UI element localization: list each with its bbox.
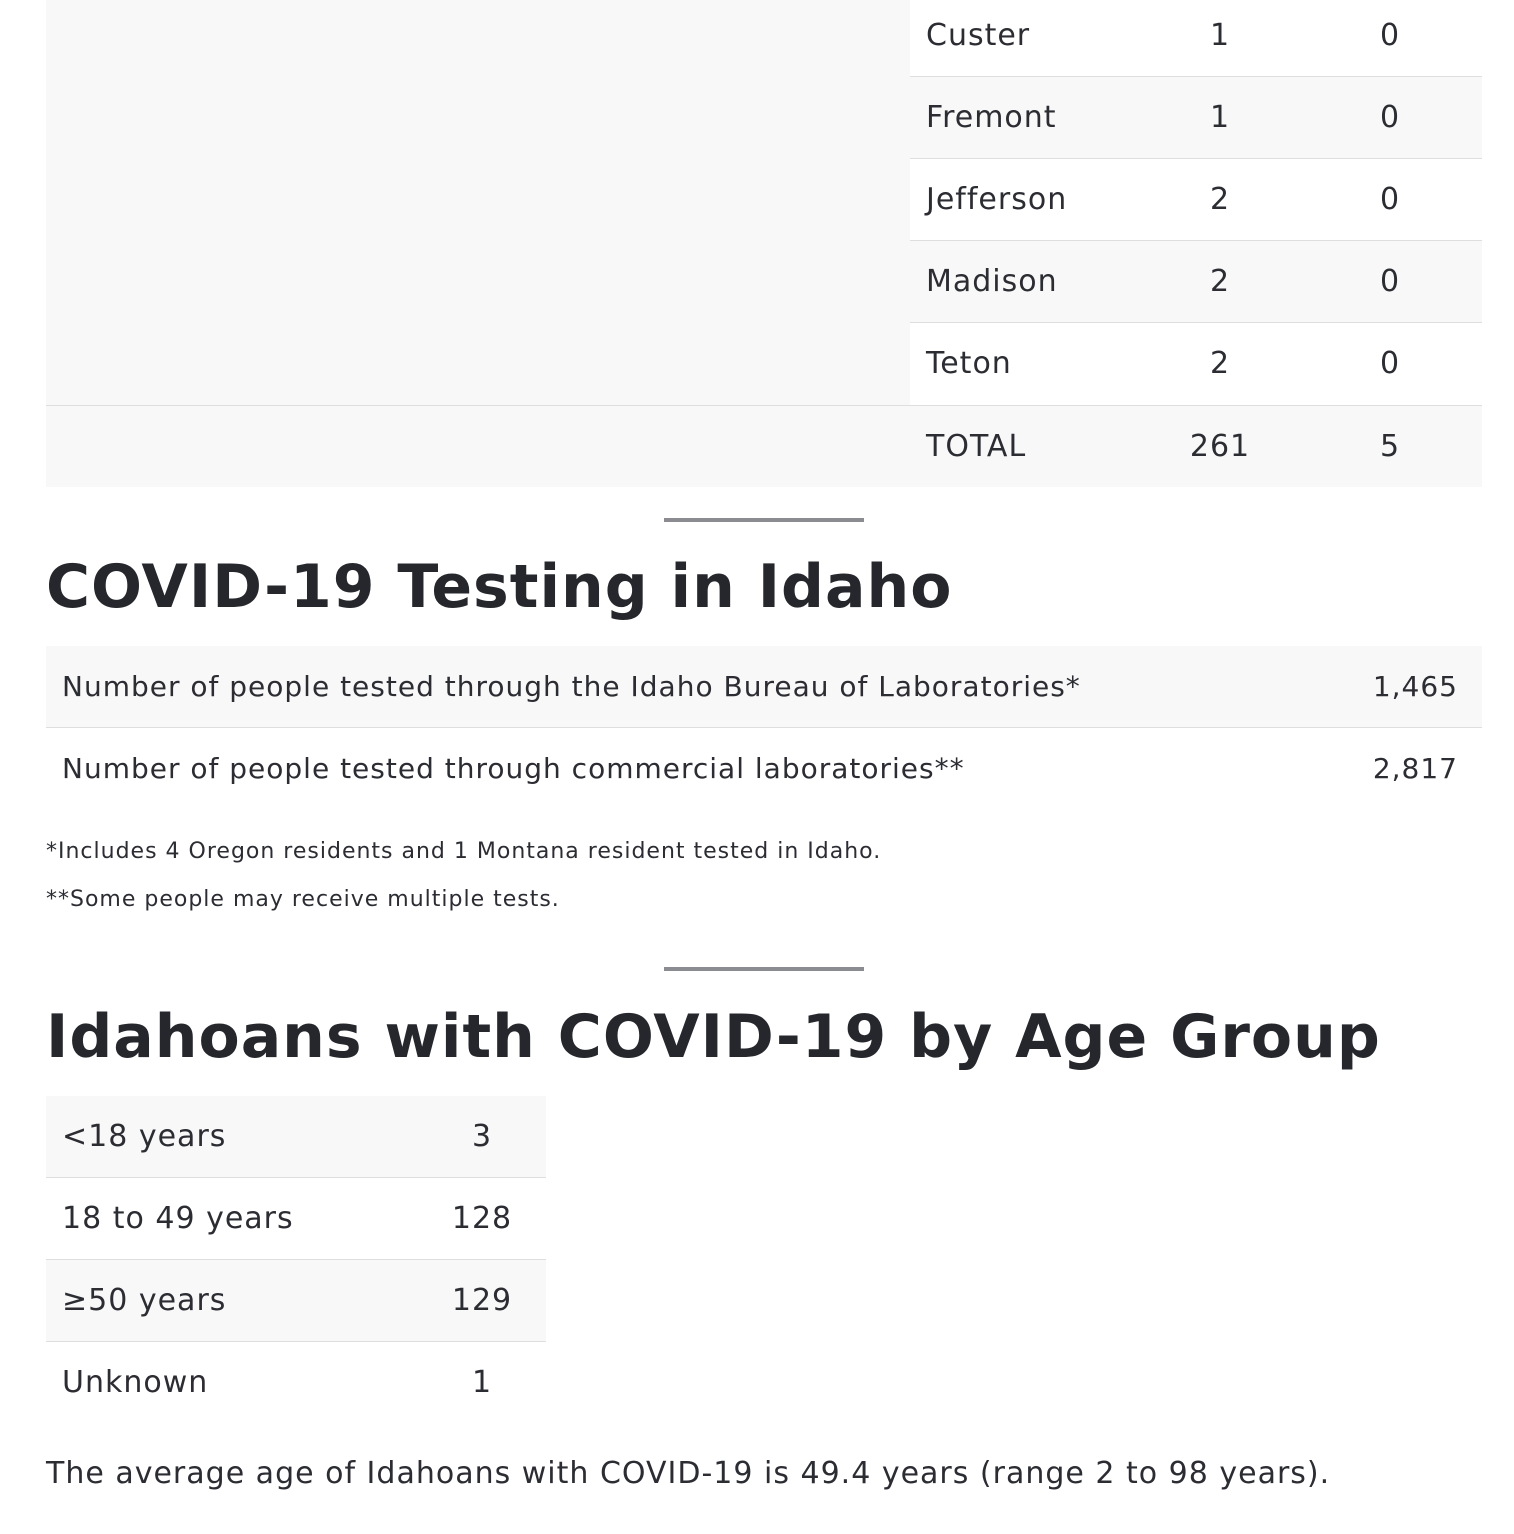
footnote: *Includes 4 Oregon residents and 1 Monta…: [46, 839, 882, 864]
age-section-title: Idahoans with COVID-19 by Age Group: [46, 1002, 1381, 1072]
county-cases: 2: [1209, 264, 1231, 299]
table-row: <18 years 3: [46, 1096, 546, 1178]
table-row: Number of people tested through the Idah…: [46, 646, 1482, 728]
county-name: Jefferson: [926, 182, 1068, 217]
total-deaths: 5: [1379, 429, 1401, 464]
age-value: 129: [451, 1283, 513, 1318]
testing-label: Number of people tested through commerci…: [62, 752, 965, 785]
county-deaths: 0: [1379, 264, 1401, 299]
table-row: Fremont 1 0: [910, 77, 1482, 159]
table-row: Unknown 1: [46, 1342, 546, 1423]
county-table-empty-region: [46, 0, 910, 406]
age-table: <18 years 3 18 to 49 years 128 ≥50 years…: [46, 1096, 546, 1423]
total-cases: 261: [1189, 429, 1251, 464]
footnote: **Some people may receive multiple tests…: [46, 887, 560, 912]
table-row: Number of people tested through commerci…: [46, 728, 1482, 809]
county-cases: 2: [1209, 346, 1231, 381]
age-label: 18 to 49 years: [62, 1201, 294, 1236]
age-label: ≥50 years: [62, 1283, 227, 1318]
county-deaths: 0: [1379, 18, 1401, 53]
county-name: Custer: [926, 18, 1031, 53]
county-deaths: 0: [1379, 182, 1401, 217]
total-row: TOTAL 261 5: [46, 405, 1482, 487]
total-label: TOTAL: [926, 429, 1027, 464]
testing-label: Number of people tested through the Idah…: [62, 670, 1081, 703]
county-table: Custer 1 0 Fremont 1 0 Jefferson 2 0 Mad…: [46, 0, 1482, 487]
table-row: Madison 2 0: [910, 241, 1482, 323]
testing-value: 1,465: [1372, 670, 1458, 703]
section-divider: [664, 518, 864, 522]
table-row: Custer 1 0: [910, 0, 1482, 77]
county-deaths: 0: [1379, 100, 1401, 135]
average-age-summary: The average age of Idahoans with COVID-1…: [46, 1456, 1331, 1491]
table-row: ≥50 years 129: [46, 1260, 546, 1342]
county-name: Teton: [926, 346, 1012, 381]
testing-value: 2,817: [1372, 752, 1458, 785]
age-value: 1: [471, 1365, 493, 1400]
testing-table: Number of people tested through the Idah…: [46, 646, 1482, 809]
age-value: 3: [471, 1119, 493, 1154]
age-label: <18 years: [62, 1119, 227, 1154]
county-name: Madison: [926, 264, 1058, 299]
age-label: Unknown: [62, 1365, 209, 1400]
table-row: Jefferson 2 0: [910, 159, 1482, 241]
table-row: 18 to 49 years 128: [46, 1178, 546, 1260]
county-cases: 2: [1209, 182, 1231, 217]
county-cases: 1: [1209, 100, 1231, 135]
testing-section-title: COVID-19 Testing in Idaho: [46, 552, 953, 622]
age-value: 128: [451, 1201, 513, 1236]
county-deaths: 0: [1379, 346, 1401, 381]
county-name: Fremont: [926, 100, 1057, 135]
section-divider: [664, 967, 864, 971]
county-cases: 1: [1209, 18, 1231, 53]
table-row: Teton 2 0: [910, 323, 1482, 404]
